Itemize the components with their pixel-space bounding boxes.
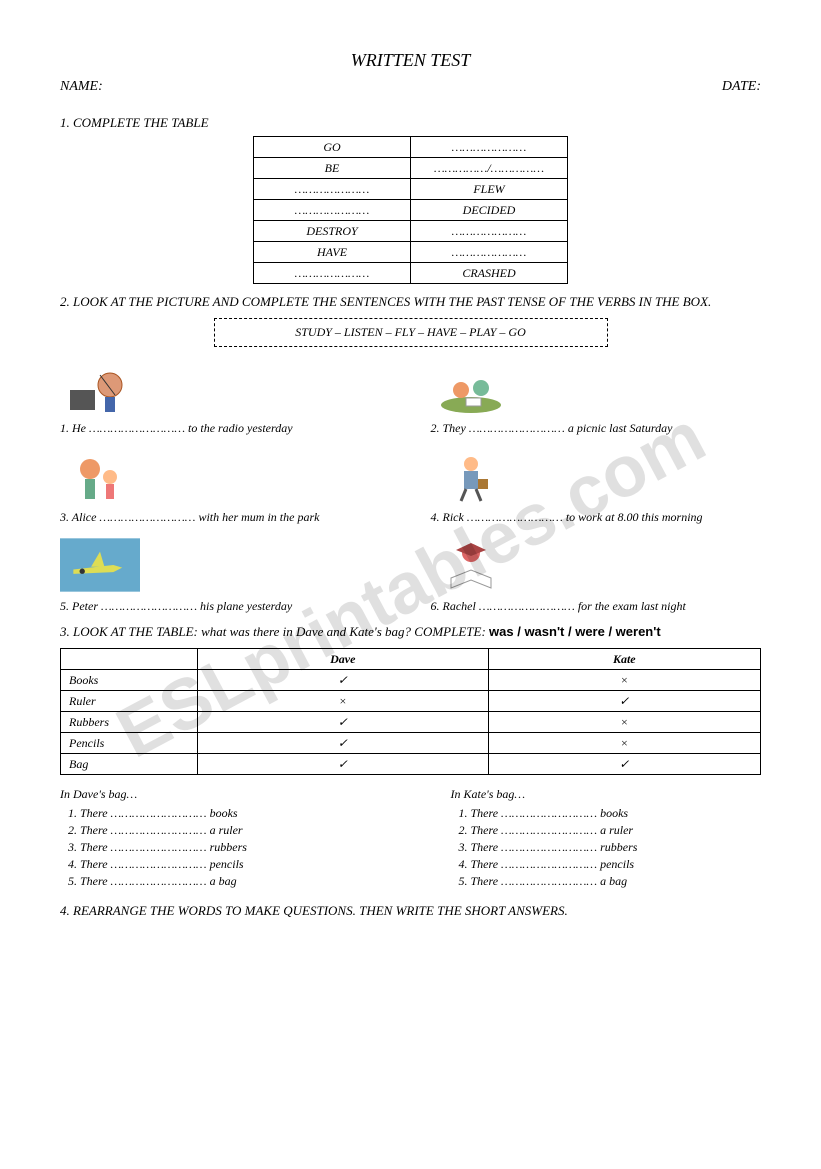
table-cell: Bag: [61, 754, 198, 775]
date-label: DATE:: [722, 79, 761, 95]
sentence-text: 1. He ……………………… to the radio yesterday: [60, 421, 293, 435]
section2-title: 2. LOOK AT THE PICTURE AND COMPLETE THE …: [60, 294, 761, 310]
work-icon: [431, 446, 511, 506]
section4-title: 4. REARRANGE THE WORDS TO MAKE QUESTIONS…: [60, 903, 761, 919]
bag-line: There ……………………… a ruler: [80, 823, 371, 838]
table-header: Kate: [488, 649, 760, 670]
table-cell: ✓: [198, 712, 489, 733]
bag-line: There ……………………… books: [471, 806, 762, 821]
bag-line: There ……………………… rubbers: [80, 840, 371, 855]
worksheet-page: WRITTEN TEST NAME: DATE: 1. COMPLETE THE…: [0, 0, 821, 974]
table-cell: …………………: [411, 137, 568, 158]
table-cell: …………………: [254, 179, 411, 200]
table-cell: …………………: [254, 263, 411, 284]
picture-item: 6. Rachel ……………………… for the exam last ni…: [431, 535, 762, 614]
verb-table: GO…………………BE……………/………………………………FLEW……………………: [253, 136, 568, 284]
table-cell: Books: [61, 670, 198, 691]
table-cell: ……………/……………: [411, 158, 568, 179]
bag-sentences: In Dave's bag… There ……………………… books Ther…: [60, 787, 761, 893]
table-cell: ✓: [198, 754, 489, 775]
table-header: [61, 649, 198, 670]
name-label: NAME:: [60, 79, 103, 95]
table-cell: GO: [254, 137, 411, 158]
table-cell: DECIDED: [411, 200, 568, 221]
sentence-text: 2. They ……………………… a picnic last Saturday: [431, 421, 673, 435]
table-cell: …………………: [411, 221, 568, 242]
kate-header: In Kate's bag…: [451, 787, 762, 802]
table-cell: CRASHED: [411, 263, 568, 284]
plane-icon: [60, 535, 140, 595]
section1-title: 1. COMPLETE THE TABLE: [60, 115, 761, 131]
picture-grid: 1. He ……………………… to the radio yesterday 2…: [60, 357, 761, 614]
picture-item: 1. He ……………………… to the radio yesterday: [60, 357, 391, 436]
sentence-text: 3. Alice ……………………… with her mum in the p…: [60, 510, 319, 524]
table-cell: ×: [488, 733, 760, 754]
bag-line: There ……………………… pencils: [471, 857, 762, 872]
dave-header: In Dave's bag…: [60, 787, 371, 802]
picnic-icon: [431, 357, 511, 417]
study-icon: [431, 535, 511, 595]
page-title: WRITTEN TEST: [60, 50, 761, 71]
verbs-box: STUDY – LISTEN – FLY – HAVE – PLAY – GO: [214, 318, 608, 347]
table-cell: Pencils: [61, 733, 198, 754]
bag-line: There ……………………… books: [80, 806, 371, 821]
table-cell: ×: [488, 670, 760, 691]
table-cell: DESTROY: [254, 221, 411, 242]
bag-line: There ……………………… a bag: [80, 874, 371, 889]
picture-item: 3. Alice ……………………… with her mum in the p…: [60, 446, 391, 525]
bag-table: DaveKate Books✓×Ruler×✓Rubbers✓×Pencils✓…: [60, 648, 761, 775]
table-cell: HAVE: [254, 242, 411, 263]
table-header: Dave: [198, 649, 489, 670]
table-cell: …………………: [254, 200, 411, 221]
dave-col: In Dave's bag… There ……………………… books Ther…: [60, 787, 371, 893]
bag-line: There ……………………… a bag: [471, 874, 762, 889]
sentence-text: 5. Peter ……………………… his plane yesterday: [60, 599, 292, 613]
sentence-text: 4. Rick ……………………… to work at 8.00 this m…: [431, 510, 703, 524]
table-cell: ×: [488, 712, 760, 733]
table-cell: ✓: [198, 733, 489, 754]
section3-title: 3. LOOK AT THE TABLE: what was there in …: [60, 624, 761, 640]
radio-icon: [60, 357, 140, 417]
kate-col: In Kate's bag… There ……………………… books Ther…: [451, 787, 762, 893]
header-row: NAME: DATE:: [60, 79, 761, 95]
table-cell: ✓: [488, 754, 760, 775]
sentence-text: 6. Rachel ……………………… for the exam last ni…: [431, 599, 686, 613]
table-cell: Rubbers: [61, 712, 198, 733]
table-cell: FLEW: [411, 179, 568, 200]
table-cell: ✓: [488, 691, 760, 712]
bag-line: There ……………………… a ruler: [471, 823, 762, 838]
bag-line: There ……………………… rubbers: [471, 840, 762, 855]
picture-item: 2. They ……………………… a picnic last Saturday: [431, 357, 762, 436]
table-cell: BE: [254, 158, 411, 179]
bag-line: There ……………………… pencils: [80, 857, 371, 872]
table-cell: Ruler: [61, 691, 198, 712]
table-cell: ✓: [198, 670, 489, 691]
table-cell: …………………: [411, 242, 568, 263]
table-cell: ×: [198, 691, 489, 712]
picture-item: 4. Rick ……………………… to work at 8.00 this m…: [431, 446, 762, 525]
park-icon: [60, 446, 140, 506]
picture-item: 5. Peter ……………………… his plane yesterday: [60, 535, 391, 614]
